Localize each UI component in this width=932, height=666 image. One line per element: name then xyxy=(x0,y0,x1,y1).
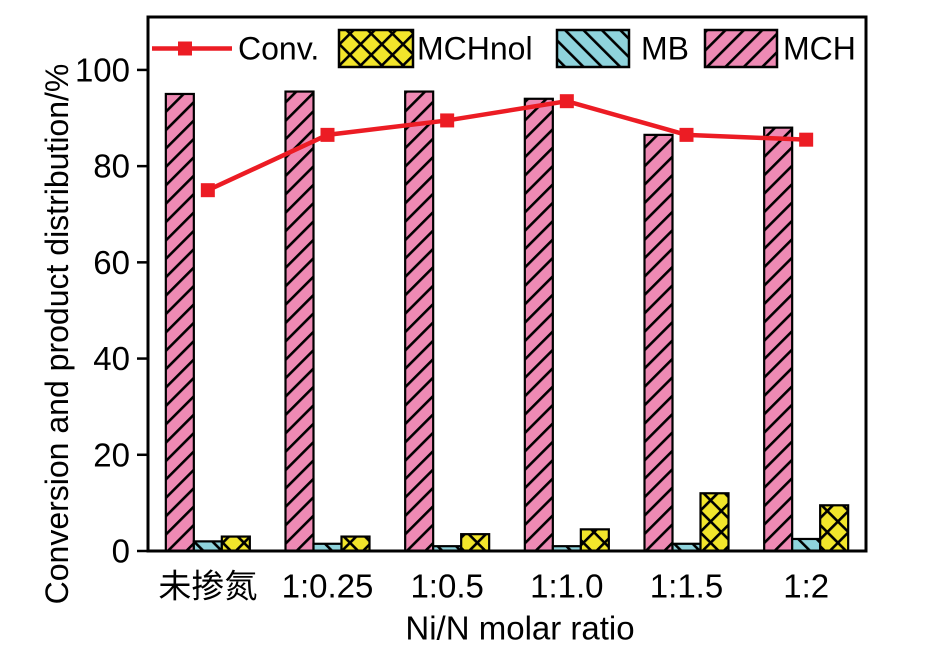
conversion-line-layer xyxy=(200,94,814,198)
bar-MCHnol xyxy=(340,535,371,553)
legend-swatch-MB xyxy=(555,28,631,69)
conv-marker xyxy=(200,183,215,198)
y-tick-label: 0 xyxy=(112,533,130,570)
conv-marker xyxy=(679,127,694,142)
bar-MCH xyxy=(404,90,435,553)
bar-MCHnol xyxy=(819,504,850,553)
bar-MCH xyxy=(643,133,674,553)
bar-MCHnol xyxy=(460,533,491,553)
conv-marker xyxy=(559,94,574,109)
legend-label: Conv. xyxy=(238,31,319,67)
legend: Conv. MCHnol MB MCH xyxy=(152,28,856,69)
x-category-label: 1:1.0 xyxy=(530,568,603,605)
axes-layer: 0 20 40 60 80 100 未掺氮 1:0.25 1:0.5 1:1.0 1:1.5 1:2 xyxy=(75,15,868,605)
x-category-label: 1:0.25 xyxy=(282,568,374,605)
x-category-label: 1:0.5 xyxy=(410,568,483,605)
bar-MCH xyxy=(164,92,195,553)
conv-line xyxy=(206,98,807,193)
legend-item-Conv.: Conv. xyxy=(152,31,319,67)
x-category-label: 1:2 xyxy=(783,568,829,605)
conv-marker xyxy=(320,127,335,142)
y-tick-label: 80 xyxy=(93,148,130,185)
legend-item-MCHnol: MCHnol xyxy=(337,28,533,69)
legend-marker-sample xyxy=(178,41,192,56)
x-category-label: 未掺氮 xyxy=(158,568,257,605)
bar-MCH xyxy=(284,90,315,553)
legend-label: MCHnol xyxy=(417,31,533,67)
legend-item-MB: MB xyxy=(555,28,689,69)
bar-MCH xyxy=(523,97,554,553)
y-tick-label: 100 xyxy=(75,51,130,88)
y-axis-title: Conversion and product distribution/% xyxy=(39,64,75,605)
legend-item-MCH: MCH xyxy=(703,28,856,69)
plot-frame xyxy=(146,15,868,553)
conv-marker xyxy=(440,113,455,128)
legend-label: MB xyxy=(641,31,689,67)
x-axis-title: Ni/N molar ratio xyxy=(405,610,634,647)
bar-MCHnol xyxy=(220,535,251,553)
bar-MB xyxy=(791,537,822,553)
legend-label: MCH xyxy=(783,31,856,67)
y-tick-label: 20 xyxy=(93,436,130,473)
y-tick-label: 60 xyxy=(93,244,130,281)
y-tick-label: 40 xyxy=(93,340,130,377)
conv-marker xyxy=(799,132,814,147)
x-category-label: 1:1.5 xyxy=(650,568,723,605)
bars-layer xyxy=(164,90,850,553)
legend-swatch-MCHnol xyxy=(337,28,415,69)
legend-swatch-MCH xyxy=(703,28,779,69)
bar-MCH xyxy=(763,126,794,553)
bar-MCHnol xyxy=(579,528,610,553)
bar-MCHnol xyxy=(699,492,730,553)
